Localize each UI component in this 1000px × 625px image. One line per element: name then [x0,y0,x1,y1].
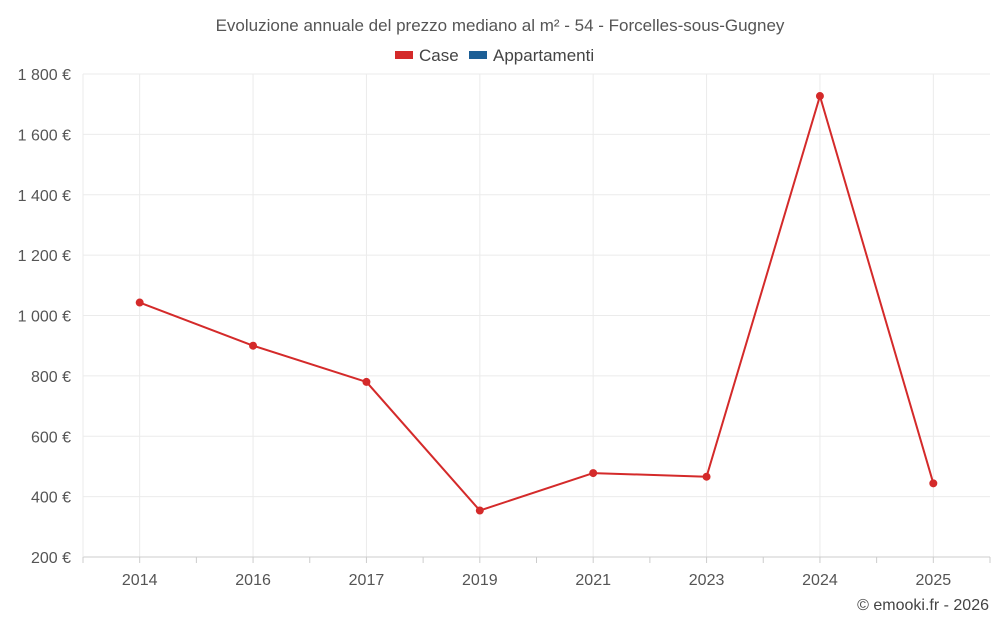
y-tick-label: 400 € [31,490,71,507]
y-tick-label: 200 € [31,550,71,567]
data-point[interactable] [815,92,824,101]
data-point[interactable] [702,472,711,481]
x-tick-label: 2014 [122,572,158,589]
legend-item-appartamenti[interactable]: Appartamenti [469,46,594,65]
y-tick-label: 1 800 € [18,67,71,84]
data-point[interactable] [475,506,484,515]
series-line-case [139,95,935,512]
axes: 200 € 400 € 600 € 800 € 1 000 € 1 200 € 1 400 … [18,67,991,589]
series-case [135,92,938,515]
legend-label-appartamenti: Appartamenti [493,46,594,65]
legend-swatch-case [395,51,413,59]
y-tick-label: 800 € [31,369,71,386]
x-tick-label: 2024 [802,572,838,589]
x-tick-label: 2017 [349,572,385,589]
data-point[interactable] [589,469,598,478]
credit-text: © emooki.fr - 2026 [857,597,989,614]
legend-label-case: Case [419,46,459,65]
y-tick-label: 1 000 € [18,309,71,326]
x-tick-label: 2023 [689,572,725,589]
x-tick-label: 2019 [462,572,498,589]
data-point[interactable] [249,341,258,350]
y-tick-label: 1 600 € [18,127,71,144]
x-tick-label: 2016 [235,572,271,589]
legend-swatch-appartamenti [469,51,487,59]
legend: Case Appartamenti [395,46,594,65]
data-point[interactable] [135,298,144,307]
grid [83,73,990,557]
y-tick-label: 1 400 € [18,188,71,205]
y-tick-label: 1 200 € [18,248,71,265]
y-tick-label: 600 € [31,429,71,446]
x-tick-label: 2025 [916,572,952,589]
legend-item-case[interactable]: Case [395,46,459,65]
chart-title: Evoluzione annuale del prezzo mediano al… [216,16,785,35]
data-point[interactable] [929,479,938,488]
x-tick-label: 2021 [575,572,611,589]
data-point[interactable] [362,377,371,386]
